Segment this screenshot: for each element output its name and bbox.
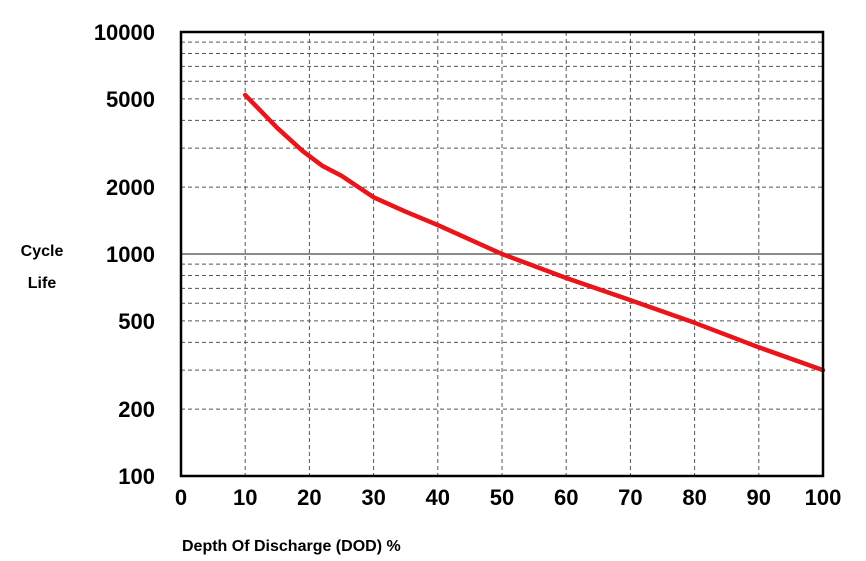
plot-frame [179, 30, 825, 478]
series-line-0 [242, 92, 826, 373]
y-tick-labels: 100 200 500 1000 2000 5000 10000 [94, 20, 155, 489]
y-axis-title: Cycle Life [21, 243, 64, 292]
x-tick-label: 50 [490, 485, 514, 510]
y-tick-label: 2000 [106, 175, 155, 200]
x-tick-label: 70 [618, 485, 642, 510]
x-tick-label: 90 [747, 485, 771, 510]
x-tick-labels: 0 10 20 30 40 50 60 70 80 90 100 [175, 485, 841, 510]
x-tick-label: 30 [361, 485, 385, 510]
y-tick-label: 100 [118, 464, 155, 489]
x-tick-label: 100 [805, 485, 842, 510]
y-axis-title-line: Cycle [21, 243, 64, 260]
y-tick-label: 200 [118, 397, 155, 422]
y-axis-title-line: Life [28, 275, 57, 292]
y-tick-label: 500 [118, 309, 155, 334]
x-axis-title: Depth Of Discharge (DOD) % [182, 538, 401, 555]
grid-lines [181, 32, 823, 476]
x-tick-label: 80 [682, 485, 706, 510]
x-tick-label: 10 [233, 485, 257, 510]
series-layer [242, 92, 826, 373]
y-tick-label: 1000 [106, 242, 155, 267]
x-tick-label: 0 [175, 485, 187, 510]
x-tick-label: 40 [426, 485, 450, 510]
y-tick-label: 10000 [94, 20, 155, 45]
y-tick-label: 5000 [106, 87, 155, 112]
x-tick-label: 60 [554, 485, 578, 510]
x-tick-label: 20 [297, 485, 321, 510]
